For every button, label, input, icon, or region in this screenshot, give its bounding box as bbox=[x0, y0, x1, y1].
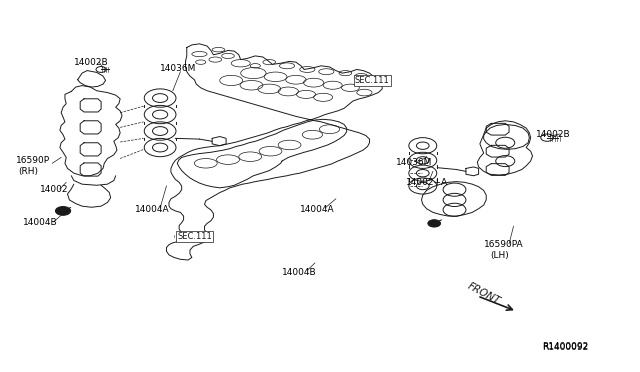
Text: 16590P: 16590P bbox=[15, 156, 49, 165]
Text: 14036M: 14036M bbox=[396, 158, 433, 167]
Text: SEC.111: SEC.111 bbox=[355, 76, 390, 85]
Circle shape bbox=[428, 220, 440, 227]
Text: 14002B: 14002B bbox=[536, 130, 570, 139]
Text: SEC.111: SEC.111 bbox=[177, 232, 212, 241]
Text: 14002: 14002 bbox=[40, 185, 68, 194]
Text: 14004B: 14004B bbox=[23, 218, 58, 227]
Text: R1400092: R1400092 bbox=[542, 342, 588, 351]
Text: FRONT: FRONT bbox=[466, 281, 502, 307]
Text: (RH): (RH) bbox=[19, 167, 38, 176]
Text: 14036M: 14036M bbox=[160, 64, 196, 73]
Text: 14002+A: 14002+A bbox=[406, 178, 448, 187]
Circle shape bbox=[56, 206, 70, 215]
Text: 14004A: 14004A bbox=[135, 205, 170, 214]
Text: 14004A: 14004A bbox=[300, 205, 334, 214]
Text: 14004B: 14004B bbox=[282, 267, 317, 277]
Text: 14002B: 14002B bbox=[74, 58, 108, 67]
Text: R1400092: R1400092 bbox=[542, 343, 588, 352]
Text: 16590PA: 16590PA bbox=[484, 240, 524, 249]
Text: (LH): (LH) bbox=[490, 251, 509, 260]
